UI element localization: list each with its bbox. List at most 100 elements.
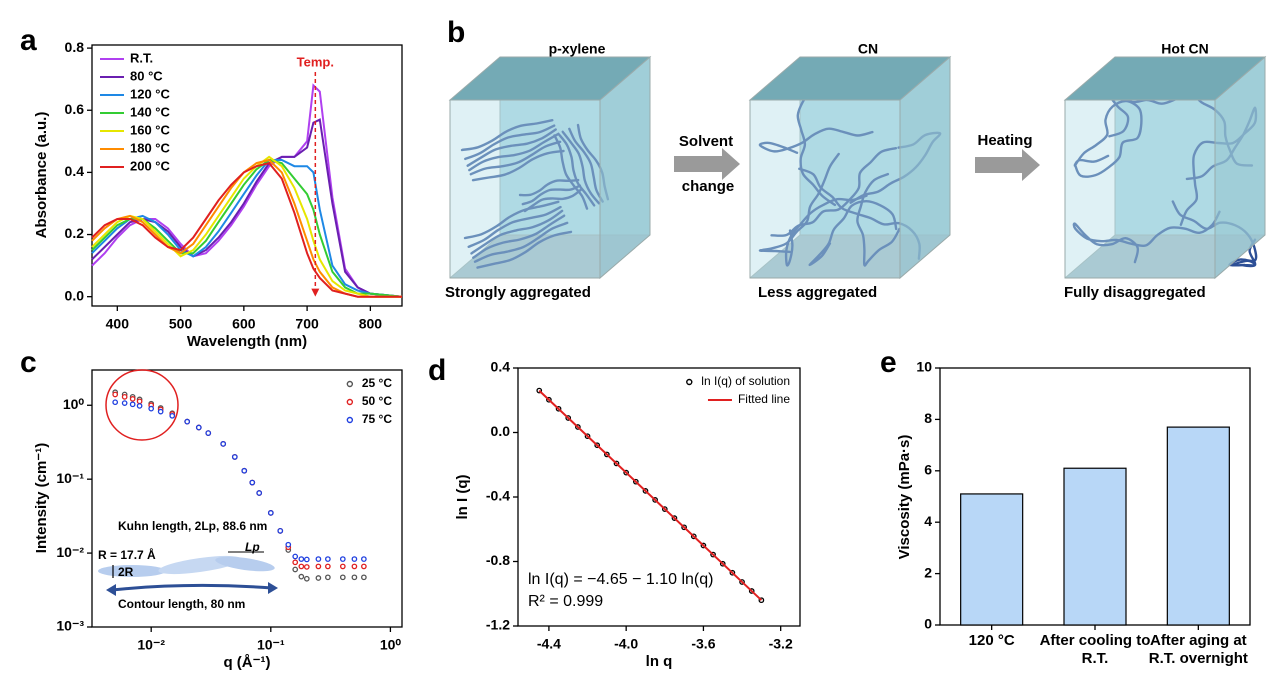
legend-label: 75 °C (362, 412, 392, 426)
data-point (277, 527, 284, 534)
data-point (249, 479, 256, 486)
y-axis-title: Intensity (cm⁻¹) (33, 443, 50, 553)
x-axis-title: q (Å⁻¹) (223, 654, 270, 671)
plot-frame (91, 369, 403, 628)
data-point (292, 566, 299, 573)
y-tick-label: 0.4 (491, 359, 511, 375)
annotation: Contour length, 80 nm (118, 597, 245, 611)
legend-label: 120 °C (130, 86, 171, 101)
x-tick-label: 10⁻¹ (257, 637, 285, 653)
legend-label: ln I(q) of solution (701, 374, 790, 388)
cube-side (1214, 55, 1266, 280)
data-point (292, 559, 299, 566)
y-tick-label: 0.8 (65, 39, 85, 55)
legend-label: 25 °C (362, 376, 392, 390)
annotation: R = 17.7 Å (98, 547, 156, 562)
polymer-chain (758, 127, 874, 154)
data-point (205, 430, 212, 436)
data-point (315, 563, 322, 570)
legend-label: 50 °C (362, 394, 392, 408)
chain-segment (215, 556, 275, 572)
cube-side (599, 55, 651, 280)
data-point (339, 574, 346, 581)
y-tick-label: 0 (924, 616, 932, 632)
y-tick-label: 0.4 (65, 163, 85, 179)
x-tick-label: After aging at R.T. overnight (1148, 632, 1248, 667)
data-line (91, 155, 402, 298)
data-point (112, 391, 119, 398)
chain-segment (98, 565, 166, 577)
fit-line (538, 389, 763, 601)
x-tick-label: 600 (232, 316, 256, 332)
polymer-chain (557, 132, 596, 207)
polymer-chain (472, 214, 566, 259)
cube-front (749, 99, 901, 279)
y-tick-label: -0.8 (486, 552, 510, 568)
y-tick-label: 2 (924, 564, 932, 580)
y-axis-title: Viscosity (mPa·s) (896, 435, 913, 560)
data-point (325, 556, 331, 562)
data-point (112, 399, 119, 406)
annotation: R² = 0.999 (528, 593, 603, 610)
x-tick-label: 120 °C (968, 632, 1015, 649)
data-point (256, 490, 263, 496)
y-tick-label: 6 (924, 462, 932, 478)
polymer-chain (463, 200, 560, 240)
data-line (91, 161, 402, 298)
y-axis-title: ln I (q) (454, 475, 471, 520)
polymer-chain (518, 178, 580, 197)
y-tick-label: 0.2 (65, 225, 85, 241)
polymer-chain (466, 128, 557, 167)
x-tick-label: -3.2 (769, 636, 793, 652)
legend-swatch (346, 416, 354, 424)
annotation: Lp (245, 540, 260, 554)
data-point (267, 510, 274, 516)
polymer-chain (1072, 210, 1221, 264)
data-point (292, 553, 299, 560)
polymer-chain (469, 140, 562, 176)
arrow-head (106, 584, 116, 596)
data-line (91, 159, 403, 298)
annotation: ln I(q) = −4.65 − 1.10 ln(q) (528, 571, 713, 588)
polymer-chain (476, 230, 573, 269)
y-axis-title: Absorbance (a.u.) (33, 112, 50, 239)
x-tick-label: After cooling to R.T. (1039, 632, 1151, 667)
data-point (121, 400, 128, 406)
data-point (136, 398, 143, 405)
x-tick-label: -4.0 (614, 636, 638, 652)
data-point (169, 412, 176, 419)
panel-letter: a (20, 24, 37, 57)
annotation: Kuhn length, 2Lp, 88.6 nm (118, 519, 267, 533)
data-point (351, 563, 358, 570)
legend-swatch (686, 378, 693, 386)
cube-front (449, 99, 601, 279)
y-tick-label: 10⁻² (56, 544, 84, 560)
data-point (241, 467, 248, 474)
legend-label: R.T. (130, 50, 153, 65)
diagram-b: b p-xylene CN Hot CN Strongly aggregated… (445, 16, 1267, 301)
bar (960, 493, 1024, 626)
data-point (195, 424, 202, 431)
data-point (129, 401, 136, 408)
plot-frame (91, 44, 403, 307)
data-point (303, 556, 310, 563)
x-axis-title: Wavelength (nm) (187, 333, 307, 350)
y-tick-label: 0.0 (491, 423, 511, 439)
panel-e: e 0 2 4 6 8 10 Viscosity (mPa·s) (880, 346, 1251, 632)
legend-label: 160 °C (130, 122, 171, 137)
data-point (285, 541, 292, 548)
data-point (220, 441, 227, 447)
data-point (148, 405, 155, 412)
data-point (325, 563, 331, 570)
panel-letter: d (428, 354, 446, 387)
x-tick-label: 800 (359, 316, 383, 332)
state-label: Less aggregated (758, 284, 877, 301)
data-point (315, 575, 322, 581)
step-label: Heating (977, 132, 1032, 149)
panel-d: d -1.2 -0.8 -0.4 0.0 0.4 -4.4 -4.0 -3.6 -3.2 ln q l… (428, 354, 801, 670)
data-point (231, 454, 238, 460)
bar (1166, 426, 1230, 626)
y-tick-label: 4 (924, 513, 932, 529)
